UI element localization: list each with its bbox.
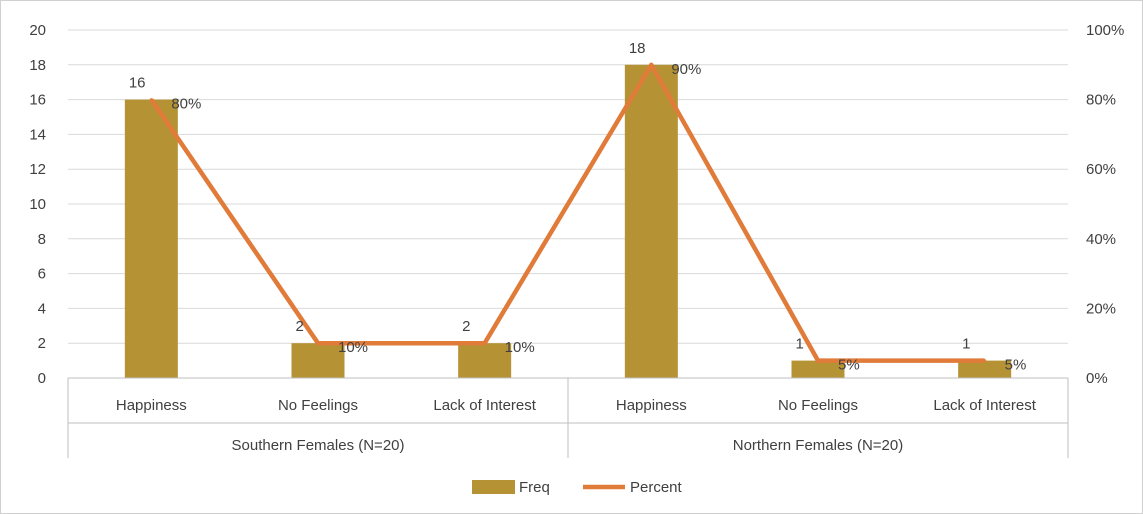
legend-label-percent: Percent — [630, 479, 683, 496]
freq-data-labels: 16 2 2 18 1 1 — [129, 40, 971, 353]
group-label: Northern Females (N=20) — [733, 437, 903, 454]
right-tick-label: 80% — [1086, 92, 1116, 109]
percent-line-layer — [149, 62, 987, 363]
percent-line — [149, 62, 985, 363]
left-tick-label: 10 — [29, 196, 46, 213]
right-tick-label: 0% — [1086, 370, 1108, 387]
category-label: Lack of Interest — [933, 397, 1036, 414]
left-axis-ticks: 0 2 4 6 8 10 12 14 16 18 20 — [29, 22, 46, 387]
left-tick-label: 18 — [29, 57, 46, 74]
left-tick-label: 6 — [38, 266, 46, 283]
category-axis: Happiness No Feelings Lack of Interest Happ… — [67, 377, 1069, 458]
left-tick-label: 14 — [29, 126, 46, 143]
legend: Freq Percent — [472, 479, 683, 496]
right-tick-label: 100% — [1086, 22, 1124, 39]
percent-data-label: 5% — [838, 357, 860, 374]
left-tick-label: 16 — [29, 92, 46, 109]
freq-bar — [458, 343, 512, 378]
freq-data-label: 16 — [129, 75, 146, 92]
freq-data-label: 1 — [962, 336, 970, 353]
legend-swatch-freq — [472, 480, 515, 494]
percent-data-label: 90% — [671, 61, 701, 78]
percent-data-label: 10% — [505, 339, 535, 356]
percent-point — [316, 341, 320, 345]
right-tick-label: 20% — [1086, 300, 1116, 317]
freq-bar — [624, 64, 678, 379]
freq-data-label: 1 — [796, 336, 804, 353]
left-tick-label: 4 — [38, 300, 46, 317]
left-tick-label: 12 — [29, 161, 46, 178]
category-label: Lack of Interest — [433, 397, 536, 414]
freq-bar — [124, 99, 178, 378]
percent-point — [983, 359, 987, 363]
legend-label-freq: Freq — [519, 479, 550, 496]
left-tick-label: 2 — [38, 335, 46, 352]
category-label: Happiness — [116, 397, 187, 414]
left-tick-label: 0 — [38, 370, 46, 387]
freq-bars — [124, 64, 1012, 379]
left-tick-label: 8 — [38, 231, 46, 248]
category-label: No Feelings — [778, 397, 858, 414]
freq-data-label: 2 — [462, 318, 470, 335]
category-label: No Feelings — [278, 397, 358, 414]
right-tick-label: 40% — [1086, 231, 1116, 248]
percent-point — [816, 359, 820, 363]
freq-data-label: 18 — [629, 40, 646, 57]
percent-point — [483, 341, 487, 345]
left-tick-label: 20 — [29, 22, 46, 39]
freq-bar — [958, 360, 1012, 378]
percent-data-label: 10% — [338, 339, 368, 356]
gridlines — [68, 29, 1068, 344]
right-axis-ticks: 0% 20% 40% 60% 80% 100% — [1086, 22, 1124, 387]
percent-data-label: 5% — [1005, 357, 1027, 374]
freq-data-label: 2 — [296, 318, 304, 335]
percent-point — [649, 63, 653, 67]
percent-data-labels: 80% 10% 10% 90% 5% 5% — [171, 61, 1026, 374]
freq-bar — [291, 343, 345, 378]
category-label: Happiness — [616, 397, 687, 414]
percent-data-label: 80% — [171, 96, 201, 113]
group-label: Southern Females (N=20) — [232, 437, 405, 454]
percent-point — [149, 98, 153, 102]
freq-bar — [791, 360, 845, 378]
right-tick-label: 60% — [1086, 161, 1116, 178]
